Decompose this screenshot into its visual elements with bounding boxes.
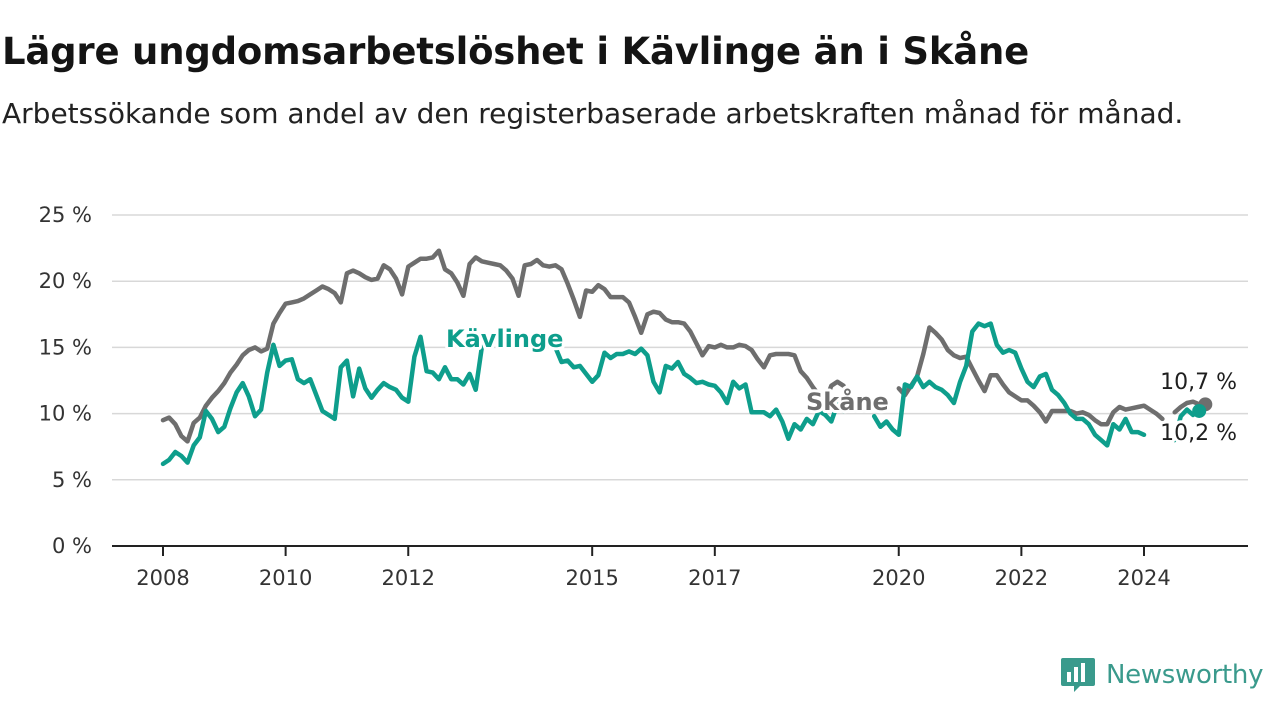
newsworthy-logo-icon — [1061, 658, 1095, 692]
skane-series-label-halo: Skåne — [806, 387, 889, 416]
skane-end-label: 10,7 % — [1160, 370, 1237, 395]
skane-end-label-halo: 10,7 % — [1160, 370, 1237, 395]
kavlinge-end-point — [1192, 403, 1207, 418]
y-tick-label: 15 % — [39, 335, 92, 359]
skane-series-label: Skåne — [806, 387, 889, 416]
x-tick-label: 2008 — [136, 566, 189, 590]
kavlinge-series-label: Kävlinge — [446, 325, 563, 353]
x-tick-label: 2022 — [995, 566, 1048, 590]
y-tick-label: 0 % — [52, 534, 92, 558]
y-tick-label: 10 % — [39, 402, 92, 426]
x-tick-label: 2020 — [872, 566, 925, 590]
gridlines — [112, 214, 1248, 481]
kavlinge-line — [160, 334, 497, 467]
kavlinge-line — [871, 321, 1147, 448]
x-tick-label: 2015 — [565, 566, 618, 590]
kavlinge-line — [553, 345, 846, 442]
chart-subtitle: Arbetssökande som andel av den registerb… — [2, 97, 1184, 130]
series-lines — [160, 248, 1213, 467]
kavlinge-series-label-halo: Kävlinge — [446, 325, 563, 353]
chart-title: Lägre ungdomsarbetslöshet i Kävlinge än … — [2, 30, 1030, 73]
x-tick-label: 2012 — [382, 566, 435, 590]
y-tick-label: 5 % — [52, 468, 92, 492]
newsworthy-brand[interactable]: Newsworthy — [1060, 656, 1263, 694]
y-tick-label: 20 % — [39, 269, 92, 293]
y-tick-label: 25 % — [39, 203, 92, 227]
brand-name: Newsworthy — [1106, 660, 1264, 690]
axes: 0 % 5 % 10 % 15 % 20 % 25 % 2008 2010 2012 2015 20… — [39, 203, 1248, 590]
x-tick-label: 2010 — [259, 566, 312, 590]
x-tick-label: 2024 — [1117, 566, 1170, 590]
skane-line — [896, 325, 1165, 427]
kavlinge-end-label: 10,2 % — [1160, 421, 1237, 446]
x-tick-label: 2017 — [688, 566, 741, 590]
skane-line — [160, 248, 846, 444]
kavlinge-end-label-halo: 10,2 % — [1160, 421, 1237, 446]
